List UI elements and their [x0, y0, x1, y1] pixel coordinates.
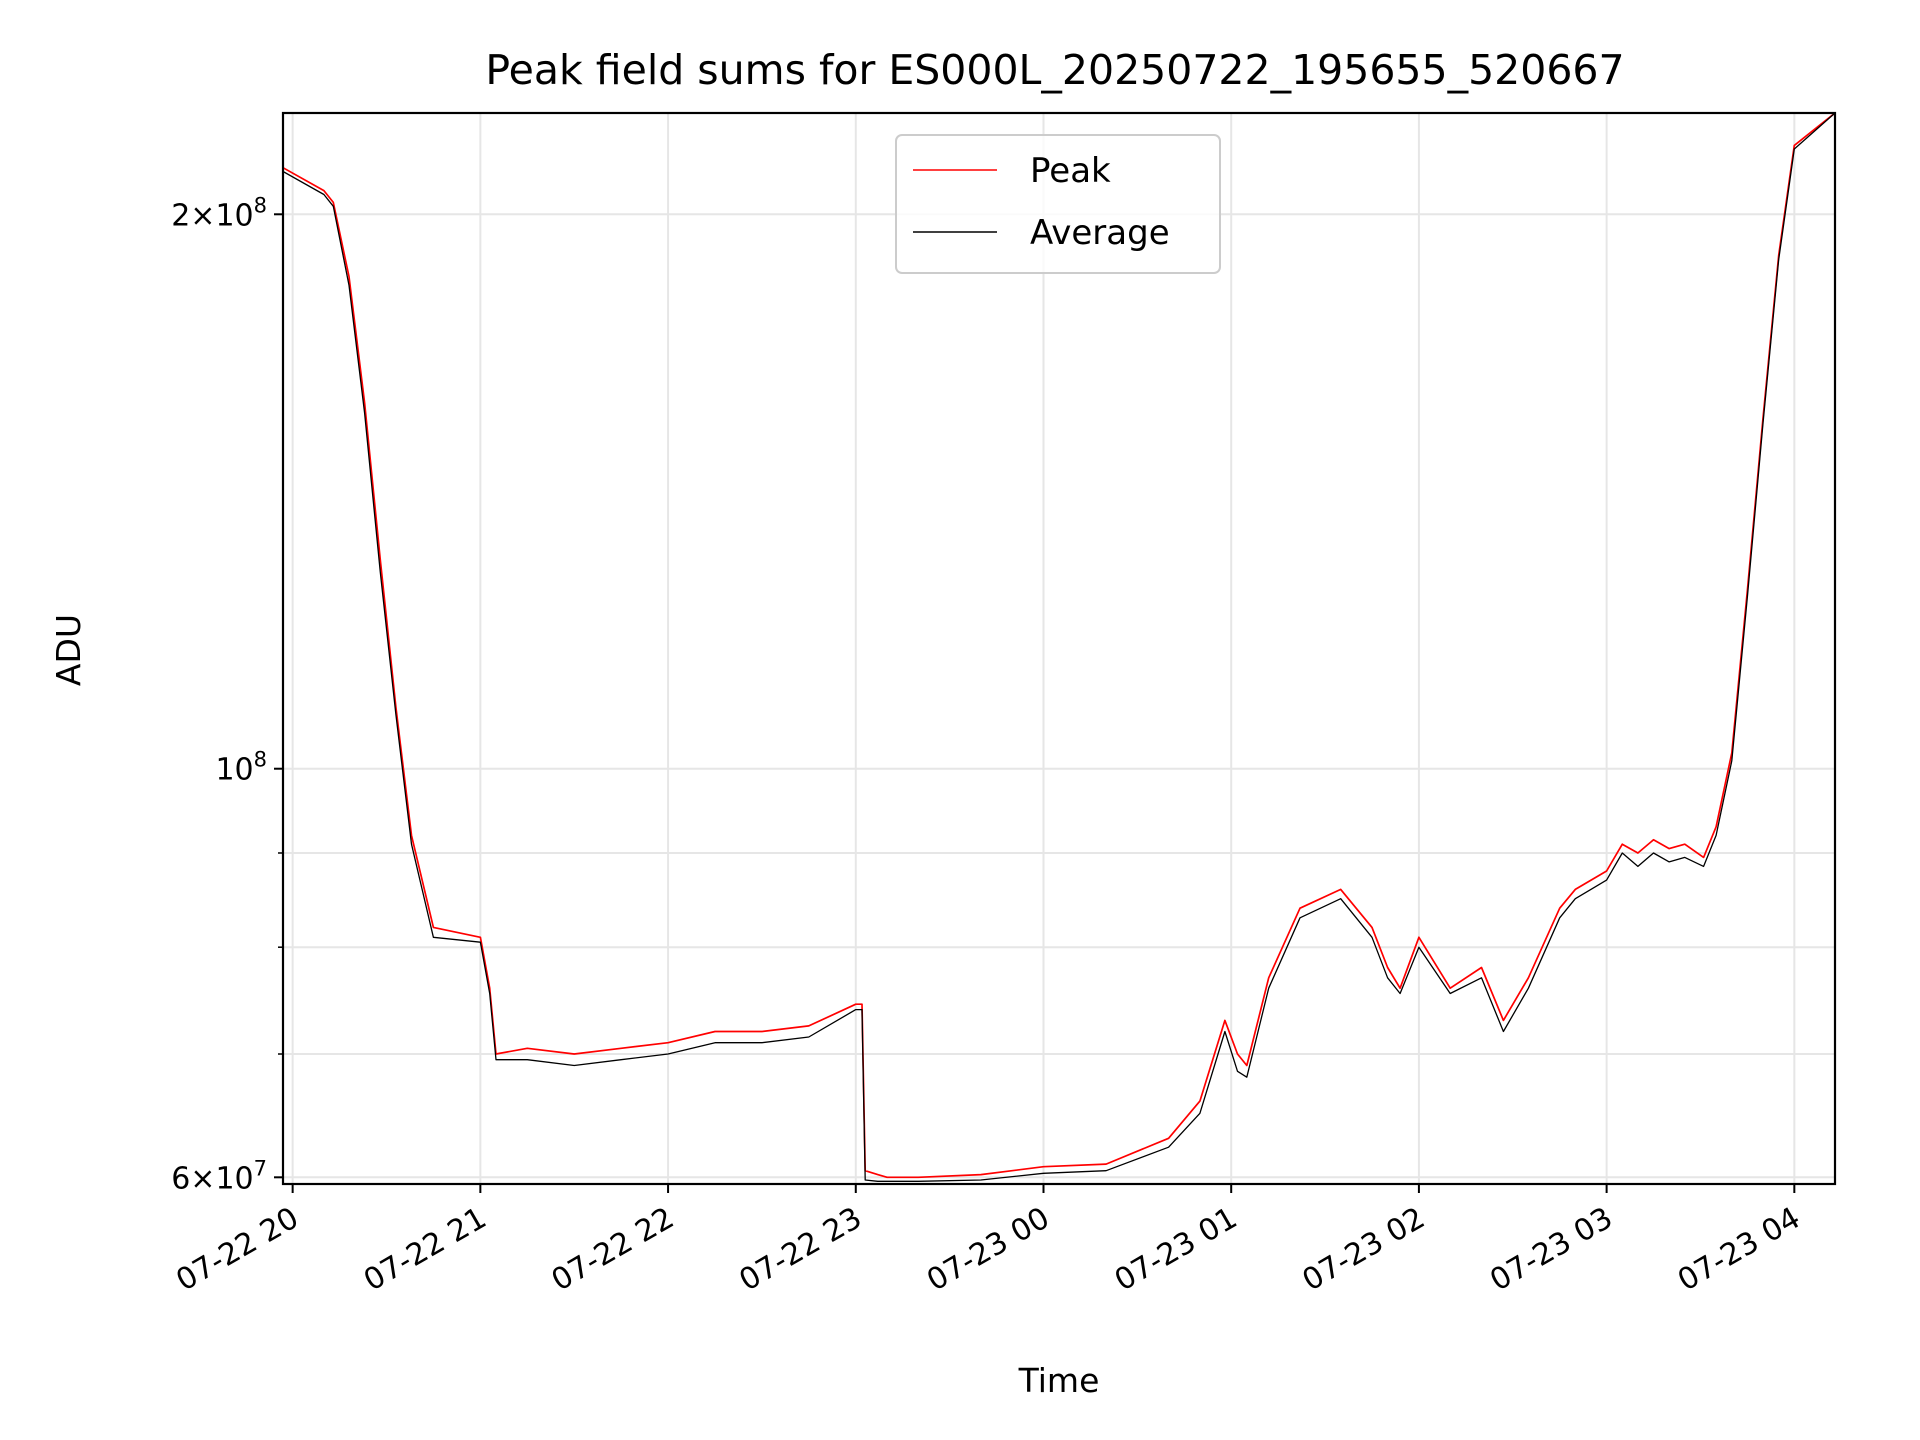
series-line-average — [283, 113, 1835, 1182]
plot-frame — [281, 111, 1837, 1186]
x-axis-title: Time — [1018, 1361, 1100, 1400]
y-axis-title: ADU — [49, 614, 88, 686]
y-tick-label: 2×108 — [171, 193, 267, 233]
chart-title: Peak field sums for ES000L_20250722_1956… — [485, 46, 1624, 94]
y-tick-label: 6×107 — [171, 1156, 267, 1196]
series-layer — [283, 113, 1835, 1182]
legend: Peak Average — [895, 134, 1221, 274]
grid — [283, 113, 1835, 1184]
legend-label-peak: Peak — [1030, 151, 1111, 191]
legend-label-average: Average — [1030, 213, 1170, 253]
series-line-peak — [283, 113, 1835, 1179]
